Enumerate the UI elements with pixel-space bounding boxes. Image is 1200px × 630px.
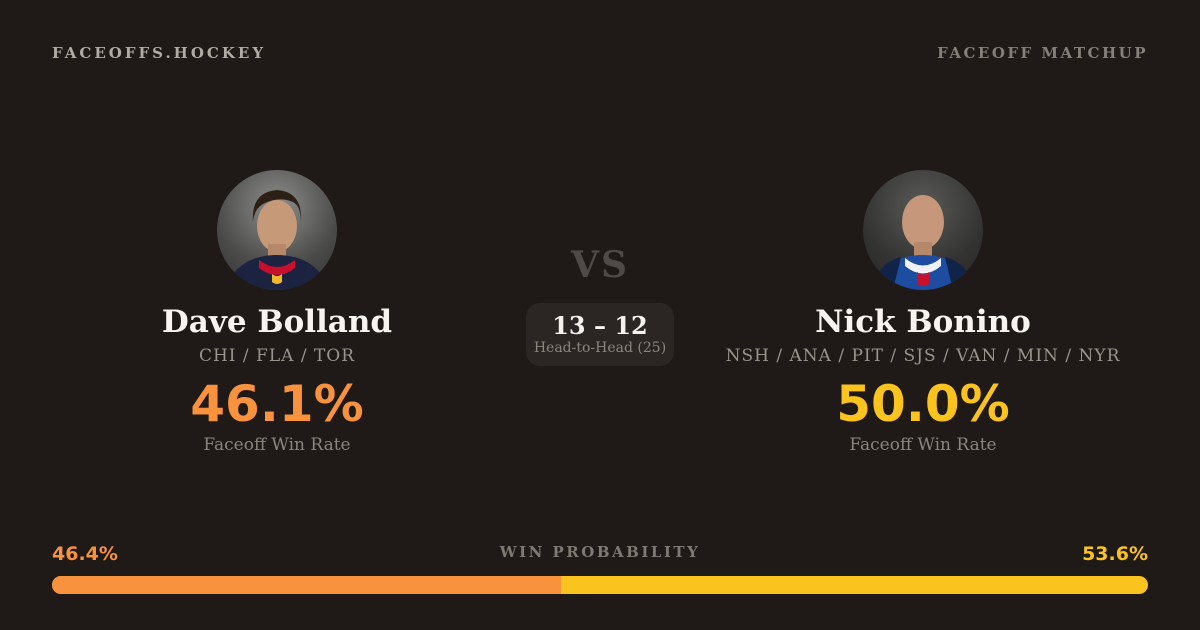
player-avatar-right [863,170,983,290]
versus-label: VS [571,244,629,286]
head-to-head-card: 13 – 12 Head-to-Head (25) [526,302,674,367]
player-photo-left-silhouette [225,190,329,290]
player-win-rate-right: 50.0% [836,374,1010,433]
head-to-head-label: Head-to-Head (25) [533,340,667,357]
player-avatar-left [217,170,337,290]
player-panel-right: Nick Bonino NSH / ANA / PIT / SJS / VAN … [698,170,1148,455]
player-teams-left: CHI / FLA / TOR [198,345,356,366]
brand-logo-text: FACEOFFS.HOCKEY [52,44,267,62]
versus-panel: VS 13 – 12 Head-to-Head (25) [502,170,698,367]
win-probability-section: 46.4% WIN PROBABILITY 53.6% [52,543,1148,594]
win-probability-bar [52,576,1148,594]
page-label: FACEOFF MATCHUP [937,44,1148,62]
win-probability-title: WIN PROBABILITY [499,543,701,561]
player-panel-left: Dave Bolland CHI / FLA / TOR 46.1% Faceo… [52,170,502,455]
matchup-row: Dave Bolland CHI / FLA / TOR 46.1% Faceo… [52,170,1148,455]
player-teams-right: NSH / ANA / PIT / SJS / VAN / MIN / NYR [725,345,1121,366]
win-probability-right-pct: 53.6% [1082,543,1148,565]
player-win-rate-label-left: Faceoff Win Rate [203,435,351,456]
head-to-head-score: 13 – 12 [552,310,648,340]
player-win-rate-left: 46.1% [190,374,364,433]
win-probability-labels: 46.4% WIN PROBABILITY 53.6% [52,543,1148,565]
player-win-rate-label-right: Faceoff Win Rate [849,435,997,456]
win-probability-bar-left-segment [52,576,561,594]
player-photo-right-silhouette [871,195,975,290]
player-name-left: Dave Bolland [161,304,393,340]
header: FACEOFFS.HOCKEY FACEOFF MATCHUP [52,44,1148,62]
win-probability-left-pct: 46.4% [52,543,118,565]
player-name-right: Nick Bonino [815,304,1031,340]
